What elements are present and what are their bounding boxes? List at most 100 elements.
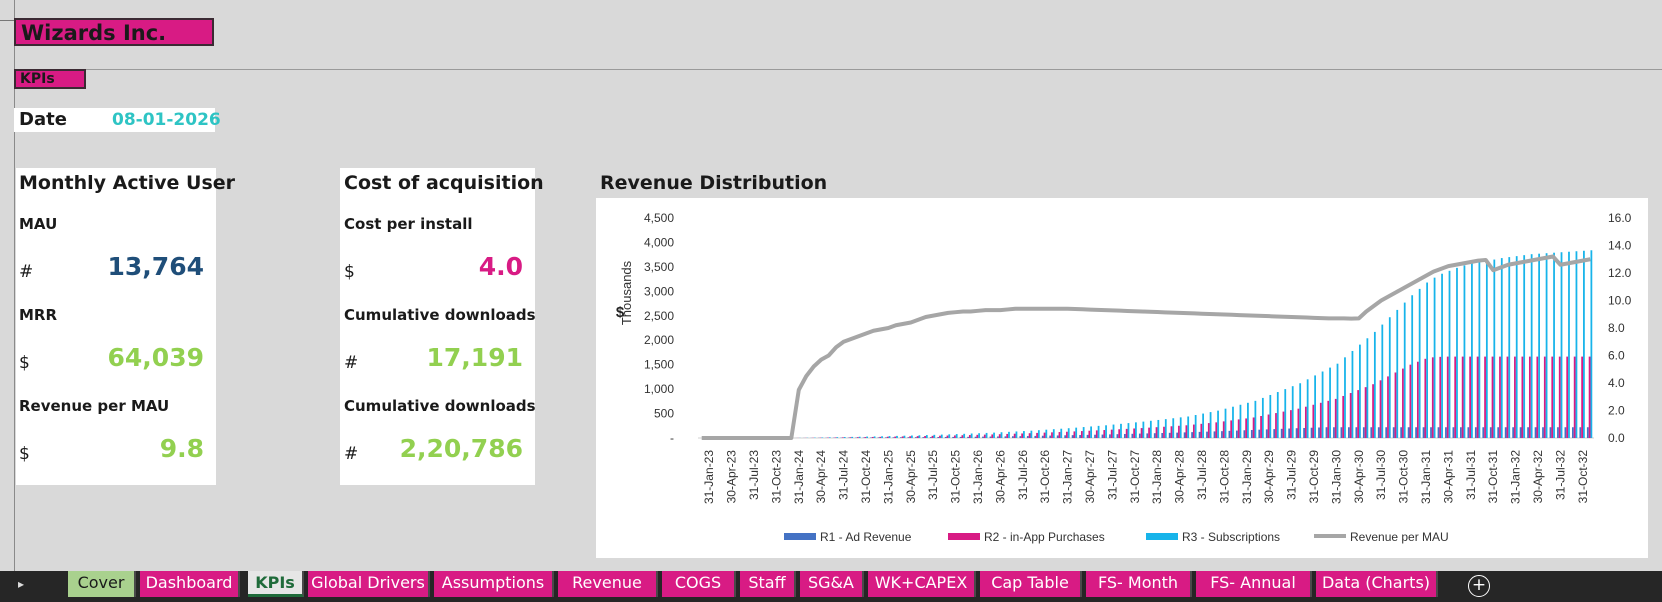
bar-r1-ad-revenue xyxy=(1437,427,1440,438)
sheet-tab-kpis[interactable]: KPIs xyxy=(248,571,304,597)
sheet-tab-sg-a[interactable]: SG&A xyxy=(800,571,864,597)
sheet-tab-global-drivers[interactable]: Global Drivers xyxy=(308,571,430,597)
bar-r2-in-app-purchases xyxy=(1364,387,1367,438)
sheet-tab-cover[interactable]: Cover xyxy=(68,571,136,597)
bar-r2-in-app-purchases xyxy=(1200,423,1203,438)
bar-r3-subscriptions xyxy=(985,432,988,438)
x-tick-label: 31-Oct-31 xyxy=(1486,450,1500,504)
bar-r2-in-app-purchases xyxy=(1095,430,1098,438)
bar-r3-subscriptions xyxy=(1456,267,1458,438)
bar-r2-in-app-purchases xyxy=(1506,356,1509,438)
cac-panel: Cost of acquisition Cost per install $ 4… xyxy=(340,168,544,485)
bar-r2-in-app-purchases xyxy=(1021,433,1024,438)
bar-r1-ad-revenue xyxy=(1116,434,1119,438)
bar-r2-in-app-purchases xyxy=(1282,411,1285,438)
y-axis-title: Thousands xyxy=(619,260,634,325)
bar-r2-in-app-purchases xyxy=(968,435,971,438)
bar-r1-ad-revenue xyxy=(1482,427,1485,438)
bar-r1-ad-revenue xyxy=(914,437,917,438)
bar-r1-ad-revenue xyxy=(1273,429,1276,438)
bar-r3-subscriptions xyxy=(1560,252,1563,438)
bar-r1-ad-revenue xyxy=(929,437,932,438)
triangle-right-icon[interactable]: ▸ xyxy=(18,577,25,591)
bar-r1-ad-revenue xyxy=(1445,427,1447,438)
bar-r3-subscriptions xyxy=(1097,425,1100,438)
bar-r3-subscriptions xyxy=(1217,410,1219,438)
bar-r2-in-app-purchases xyxy=(1118,429,1121,438)
bar-r3-subscriptions xyxy=(1127,423,1130,438)
y-tick-label: 4,500 xyxy=(644,211,674,225)
x-tick-label: 31-Jul-26 xyxy=(1016,450,1030,500)
bar-r1-ad-revenue xyxy=(1377,427,1380,438)
sheet-tab-dashboard[interactable]: Dashboard xyxy=(140,571,240,597)
bar-r3-subscriptions xyxy=(1403,302,1406,438)
bar-r3-subscriptions xyxy=(918,435,921,438)
x-tick-label: 31-Oct-28 xyxy=(1217,450,1231,504)
bar-r2-in-app-purchases xyxy=(1066,431,1068,438)
y2-tick-label: 8.0 xyxy=(1608,321,1625,335)
bar-r3-subscriptions xyxy=(1090,426,1092,438)
bar-r3-subscriptions xyxy=(1276,392,1279,438)
revenue-distribution-chart[interactable]: - 500 1,000 1,500 2,000 2,500 3,000 3,500 4,000 4… xyxy=(596,198,1648,558)
bar-r3-subscriptions xyxy=(851,436,854,438)
bar-r1-ad-revenue xyxy=(1131,433,1134,438)
date-value[interactable]: 08-01-2026 xyxy=(112,110,221,130)
x-tick-label: 31-Oct-27 xyxy=(1128,450,1142,504)
bar-r2-in-app-purchases xyxy=(1155,427,1158,438)
bar-r3-subscriptions xyxy=(1575,251,1578,438)
bar-r1-ad-revenue xyxy=(1228,430,1231,438)
bar-r3-subscriptions xyxy=(1105,425,1107,438)
sheet-tab-wk-capex[interactable]: WK+CAPEX xyxy=(868,571,976,597)
bar-r2-in-app-purchases xyxy=(1252,417,1255,438)
sheet-tab-cap-table[interactable]: Cap Table xyxy=(980,571,1082,597)
bar-r1-ad-revenue xyxy=(1183,432,1186,438)
bar-r3-subscriptions xyxy=(1284,389,1287,438)
bar-r3-subscriptions xyxy=(1060,428,1063,438)
bar-r3-subscriptions xyxy=(1135,422,1137,438)
sheet-tab-assumptions[interactable]: Assumptions xyxy=(434,571,554,597)
bar-r1-ad-revenue xyxy=(1385,427,1388,438)
bar-r1-ad-revenue xyxy=(989,436,992,438)
sheet-tab-data-charts[interactable]: Data (Charts) xyxy=(1316,571,1438,597)
bar-r1-ad-revenue xyxy=(1534,427,1537,438)
y-tick-label: - xyxy=(670,431,674,445)
bar-r1-ad-revenue xyxy=(967,436,969,438)
bar-r2-in-app-purchases xyxy=(909,436,912,438)
x-tick-label: 31-Jul-23 xyxy=(747,450,761,500)
bar-r3-subscriptions xyxy=(1426,282,1428,438)
x-tick-label: 31-Jan-30 xyxy=(1329,450,1343,504)
bar-r3-subscriptions xyxy=(1515,256,1518,438)
bar-r2-in-app-purchases xyxy=(1245,418,1248,438)
bar-r2-in-app-purchases xyxy=(901,436,904,438)
bar-r2-in-app-purchases xyxy=(894,436,897,438)
y2-tick-label: 14.0 xyxy=(1608,239,1632,253)
bar-r2-in-app-purchases xyxy=(1446,356,1449,438)
bar-r3-subscriptions xyxy=(903,435,906,438)
bar-r3-subscriptions xyxy=(1351,350,1354,438)
bar-r3-subscriptions xyxy=(1142,421,1145,438)
sheet-tab-cogs[interactable]: COGS xyxy=(662,571,736,597)
bar-r1-ad-revenue xyxy=(1557,427,1559,438)
bar-r2-in-app-purchases xyxy=(1543,356,1546,438)
bar-r1-ad-revenue xyxy=(1079,435,1081,438)
x-tick-label: 31-Jan-24 xyxy=(792,450,806,504)
bar-r2-in-app-purchases xyxy=(924,436,926,438)
bar-r3-subscriptions xyxy=(948,434,951,438)
y2-tick-label: 2.0 xyxy=(1608,404,1625,418)
bar-r2-in-app-purchases xyxy=(1476,356,1479,438)
plus-circle-icon[interactable]: + xyxy=(1468,575,1490,597)
bar-r3-subscriptions xyxy=(1538,253,1540,438)
bar-r1-ad-revenue xyxy=(1213,431,1216,438)
x-tick-label: 30-Apr-31 xyxy=(1441,450,1455,504)
date-box[interactable] xyxy=(14,108,215,132)
bar-r2-in-app-purchases xyxy=(1357,390,1360,438)
active-cell[interactable] xyxy=(0,0,15,21)
sheet-tab-fs-month[interactable]: FS- Month xyxy=(1086,571,1192,597)
sheet-tab-fs-annual[interactable]: FS- Annual xyxy=(1196,571,1312,597)
x-tick-label: 31-Jul-30 xyxy=(1374,450,1388,500)
sheet-tab-staff[interactable]: Staff xyxy=(740,571,796,597)
bar-r1-ad-revenue xyxy=(1265,429,1268,438)
sheet-tab-revenue[interactable]: Revenue xyxy=(558,571,658,597)
bar-r1-ad-revenue xyxy=(1549,427,1552,438)
y2-tick-label: 6.0 xyxy=(1608,349,1625,363)
